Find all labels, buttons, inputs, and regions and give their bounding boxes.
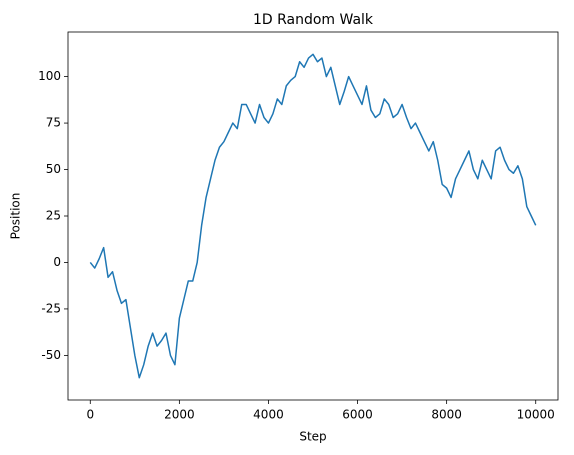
x-tick-label: 8000 (431, 408, 462, 422)
x-tick-label: 10000 (517, 408, 555, 422)
x-tick-label: 0 (86, 408, 94, 422)
y-tick-label: 75 (46, 116, 61, 130)
y-tick-label: 50 (46, 162, 61, 176)
y-axis-label: Position (9, 193, 23, 240)
line (89, 53, 537, 379)
y-tick-label: -50 (41, 348, 61, 362)
y-tick-label: 25 (46, 209, 61, 223)
plot-frame (67, 31, 559, 401)
y-tick-label: 0 (53, 255, 61, 269)
x-tick-label: 6000 (342, 408, 373, 422)
y-tick-label: -25 (41, 301, 61, 315)
x-tick-label: 2000 (164, 408, 195, 422)
y-tick-label: 100 (38, 69, 61, 83)
chart-title: 1D Random Walk (253, 12, 374, 28)
x-tick-label: 4000 (253, 408, 284, 422)
x-axis-label: Step (299, 430, 326, 444)
